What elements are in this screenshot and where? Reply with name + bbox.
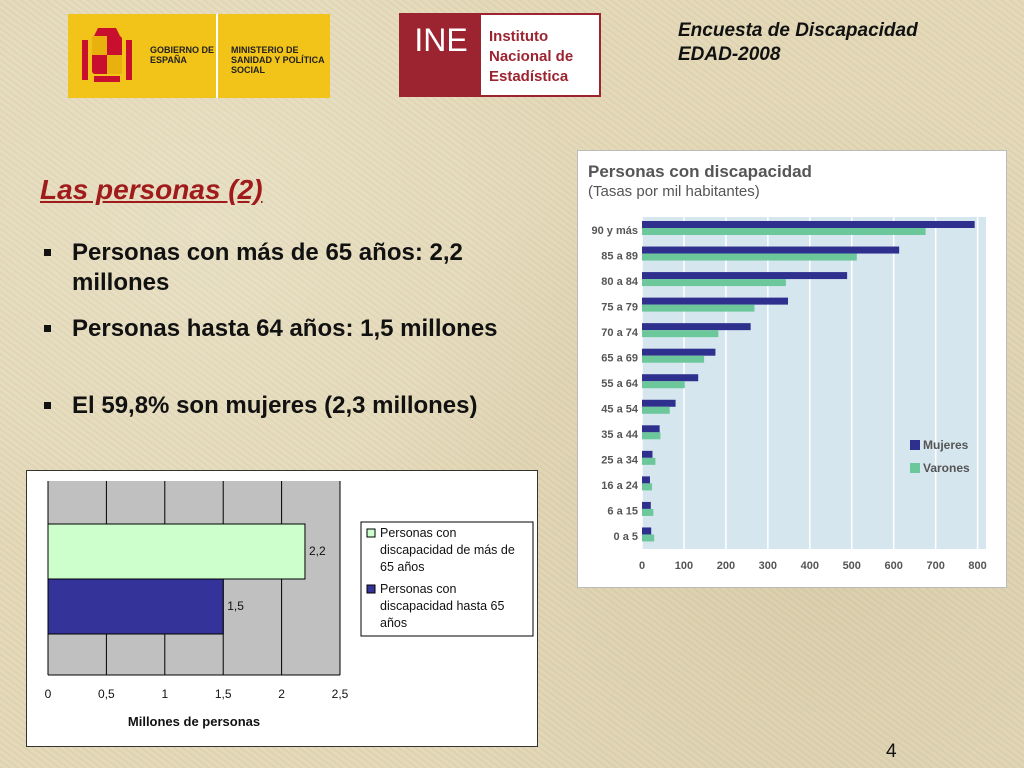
y-tick-label: 70 a 74 — [601, 327, 639, 339]
legend-label: Varones — [923, 461, 970, 475]
chart-title: Personas con discapacidad — [588, 162, 812, 181]
rates-chart-svg: Personas con discapacidad (Tasas por mil… — [588, 162, 987, 572]
legend-label: Mujeres — [923, 438, 969, 452]
logo-divider — [216, 14, 218, 98]
legend-swatch — [366, 528, 376, 538]
ine-name: Instituto Nacional de Estadística — [489, 28, 574, 85]
ine-logo: INE Instituto Nacional de Estadística — [399, 13, 601, 97]
bullet-text: El 59,8% son mujeres (2,3 millones) — [72, 392, 478, 419]
bar-varones — [642, 304, 755, 312]
bar-value-label: 2,2 — [309, 544, 326, 558]
bar-mujeres — [642, 399, 676, 407]
x-tick-label: 1,5 — [215, 687, 232, 701]
bar-under-65 — [47, 578, 224, 635]
x-tick-label: 200 — [717, 560, 735, 572]
bar-varones — [642, 279, 786, 287]
bar-varones — [642, 228, 926, 235]
survey-title-line2: EDAD-2008 — [678, 44, 781, 65]
y-tick-label: 80 a 84 — [601, 276, 639, 288]
bullet-square-icon — [44, 249, 51, 256]
legend-swatch — [366, 584, 376, 594]
x-tick-label: 100 — [675, 560, 693, 572]
bar-mujeres — [642, 450, 653, 458]
rates-chart: Personas con discapacidad (Tasas por mil… — [577, 150, 1007, 588]
bar-mujeres — [642, 348, 716, 356]
x-tick-label: 0,5 — [98, 687, 115, 701]
y-tick-label: 0 a 5 — [614, 531, 638, 543]
bar-mujeres — [642, 246, 900, 254]
legend-swatch — [910, 440, 920, 450]
y-tick-label: 85 a 89 — [601, 250, 638, 262]
ine-mark-graphic: INE — [414, 22, 467, 58]
bullet-square-icon — [44, 325, 51, 332]
bar-mujeres — [642, 221, 975, 228]
bar-varones — [642, 406, 670, 414]
x-tick-label: 400 — [801, 560, 819, 572]
coat-of-arms-icon — [82, 28, 132, 82]
bar-varones — [642, 253, 857, 261]
legend-swatch — [910, 463, 920, 473]
ine-mark-text: INE — [414, 22, 467, 58]
x-tick-label: 800 — [968, 560, 986, 572]
bar-varones — [642, 534, 655, 542]
y-tick-label: 25 a 34 — [601, 455, 639, 467]
bar-mujeres — [642, 297, 788, 305]
plot-area — [642, 217, 986, 549]
legend-box — [360, 521, 534, 637]
y-tick-label: 65 a 69 — [601, 352, 638, 364]
bar-mujeres — [642, 374, 699, 382]
bar-varones — [642, 330, 719, 338]
x-tick-label: 0 — [639, 560, 645, 572]
ine-mark: INE — [401, 15, 481, 95]
survey-title-line1: Encuesta de Discapacidad — [678, 20, 918, 41]
bar-varones — [642, 457, 656, 465]
bar-varones — [642, 355, 705, 363]
x-tick-label: 2,5 — [332, 687, 349, 701]
legend-label: Personas con discapacidad hasta 65 años — [380, 582, 504, 630]
gobierno-espana-logo: GOBIERNO DE ESPAÑA MINISTERIO DE SANIDAD… — [68, 14, 330, 98]
bar-varones — [642, 508, 654, 516]
bullet-text: Personas hasta 64 años: 1,5 millones — [72, 315, 498, 342]
bar-varones — [642, 381, 685, 389]
bar-mujeres — [642, 323, 751, 331]
x-tick-label: 1 — [161, 687, 168, 701]
bar-mujeres — [642, 272, 848, 280]
millions-chart: 0 0,5 1 1,5 2 2,5 Millones de personas 2,2 1,5 Pe… — [26, 470, 538, 747]
ministerio-label: MINISTERIO DE SANIDAD Y POLÍTICA SOCIAL — [231, 45, 325, 75]
chart-subtitle: (Tasas por mil habitantes) — [588, 183, 760, 200]
y-tick-label: 45 a 54 — [601, 404, 639, 416]
bar-mujeres — [642, 476, 650, 484]
gobierno-label: GOBIERNO DE ESPAÑA — [150, 45, 215, 65]
y-tick-label: 75 a 79 — [601, 301, 638, 313]
bar-value-label: 1,5 — [227, 599, 244, 613]
x-tick-label: 0 — [45, 687, 52, 701]
bar-varones — [642, 483, 653, 491]
bar-varones — [642, 432, 661, 440]
y-tick-label: 90 y más — [592, 225, 638, 237]
x-axis-title: Millones de personas — [128, 714, 260, 729]
bullet-square-icon — [44, 402, 51, 409]
y-tick-label: 16 a 24 — [601, 480, 639, 492]
y-tick-label: 6 a 15 — [607, 506, 638, 518]
page-number: 4 — [886, 741, 897, 762]
y-tick-label: 35 a 44 — [601, 429, 639, 441]
x-tick-label: 2 — [278, 687, 285, 701]
x-tick-label: 300 — [759, 560, 777, 572]
bullet-text: Personas con más de 65 años: 2,2 millone… — [72, 239, 463, 296]
bar-over-65 — [47, 523, 306, 580]
slide-title: Las personas (2) — [40, 174, 263, 205]
bar-mujeres — [642, 425, 660, 433]
legend-label: Personas con discapacidad de más de 65 año… — [380, 526, 515, 574]
bar-mujeres — [642, 527, 652, 535]
x-tick-label: 500 — [843, 560, 861, 572]
y-tick-label: 55 a 64 — [601, 378, 639, 390]
survey-title: Encuesta de Discapacidad EDAD-2008 — [678, 19, 918, 67]
bar-mujeres — [642, 501, 651, 509]
millions-chart-svg: 0 0,5 1 1,5 2 2,5 Millones de personas 2,2 1,5 Pe… — [45, 481, 534, 729]
x-tick-label: 700 — [926, 560, 944, 572]
x-tick-label: 600 — [885, 560, 903, 572]
